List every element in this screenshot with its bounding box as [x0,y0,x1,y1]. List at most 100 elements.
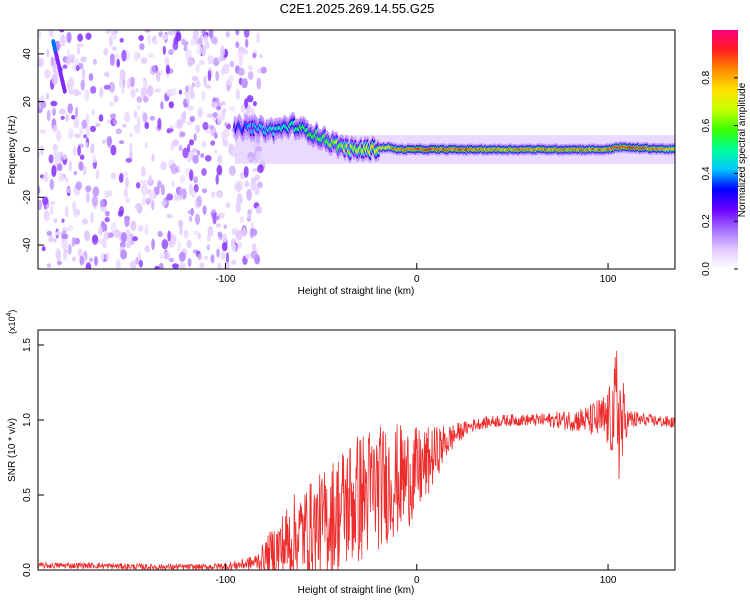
heatmap-cell [191,82,195,88]
heatmap-cell [140,166,146,177]
heatmap-cell [228,75,234,82]
heatmap-cell [166,128,174,133]
heatmap-cell [85,142,89,149]
heatmap-cell [99,199,105,208]
heatmap-cell [103,84,111,90]
heatmap-cell [38,151,41,158]
heatmap-cell [156,70,161,82]
heatmap-cell [231,260,237,265]
heatmap-cell [125,197,131,204]
heatmap-cell [157,230,163,237]
heatmap-cell [186,92,190,101]
heatmap-cell [236,193,243,205]
heatmap-cell [192,154,199,164]
heatmap-cell [103,72,109,77]
heatmap-cell [197,232,202,240]
heatmap-cell [197,254,202,261]
heatmap-cell [108,232,114,238]
heatmap-cell [217,112,222,125]
heatmap-cell [214,149,218,155]
heatmap-cell [65,177,69,183]
x-tick-label: -100 [215,274,235,285]
heatmap-cell [51,73,59,85]
heatmap-cell [160,101,164,110]
heatmap-cell [39,129,47,134]
heatmap-cell [67,103,73,114]
heatmap-cell [49,178,55,191]
heatmap-cell [235,230,243,241]
heatmap-cell [185,167,190,176]
heatmap-cell [168,101,174,109]
heatmap-cell [81,119,88,129]
heatmap-cell [66,187,71,194]
heatmap-cell [201,45,207,57]
heatmap-cell [172,263,179,269]
heatmap-cell [147,52,155,58]
heatmap-cell [211,191,216,199]
heatmap-cell [67,225,74,232]
heatmap-cell [55,130,62,142]
heatmap-cell [68,88,75,95]
heatmap-cell [250,180,257,191]
heatmap-cell [193,230,199,235]
heatmap-cell [245,38,249,48]
heatmap-cell [245,253,252,259]
heatmap-cell [161,239,169,250]
heatmap-cell [172,30,177,36]
heatmap-cell [144,142,148,149]
snr-panel: -100 0 100 0.0 0.5 1.0 1.5 Height of straight … [6,310,676,596]
heatmap-cell [124,111,131,123]
heatmap-cell [110,30,117,36]
heatmap-cell [136,182,141,189]
heatmap-cell [170,237,176,243]
heatmap-cell [246,95,254,103]
y-tick-label: 1.5 [22,338,33,352]
heatmap-cell [112,119,118,125]
colorbar-tick-label: 0.4 [701,166,712,180]
heatmap-cell [250,206,254,211]
heatmap-cell [165,64,170,75]
heatmap-cell [108,190,113,197]
heatmap-cell [118,78,123,89]
heatmap-cell [140,86,148,99]
heatmap-cell [207,226,214,237]
heatmap-cell [231,244,237,252]
heatmap-cell [203,255,209,260]
heatmap-cell [221,130,226,143]
heatmap-cell [213,132,218,139]
heatmap-cell [216,215,220,221]
heatmap-cell [77,145,81,157]
heatmap-cell [50,204,54,216]
heatmap-cell [143,79,148,89]
heatmap-cell [241,78,248,89]
heatmap-cell [125,176,129,189]
heatmap-cell [217,154,223,165]
y-tick-label: 0.0 [22,563,33,577]
heatmap-cell [216,106,222,111]
colorbar-label: Normalized spectral amplitude [737,82,748,217]
heatmap-cell [136,96,143,103]
heatmap-cell [144,121,149,130]
heatmap-cell [204,41,210,49]
heatmap-cell [178,144,183,152]
heatmap-cell [190,38,196,46]
heatmap-cell [256,181,263,189]
heatmap-cell [189,115,196,123]
heatmap-cell [56,163,63,172]
snr-x-axis-label: Height of straight line (km) [298,585,415,596]
snr-y-scale-label: (x104) [6,310,17,334]
y-tick-label: 0.5 [22,488,33,502]
heatmap-cell [247,71,254,80]
x-tick-label: -100 [215,575,235,586]
heatmap-cell [64,206,69,218]
heatmap-cell [71,256,77,262]
heatmap-cell [203,34,209,43]
heatmap-cell [126,77,131,90]
heatmap-cell [123,188,129,198]
heatmap-cell [40,145,44,156]
heatmap-cell [236,184,242,193]
heatmap-cell [103,48,109,56]
heatmap-cell [114,229,121,238]
heatmap-cell [104,210,110,217]
